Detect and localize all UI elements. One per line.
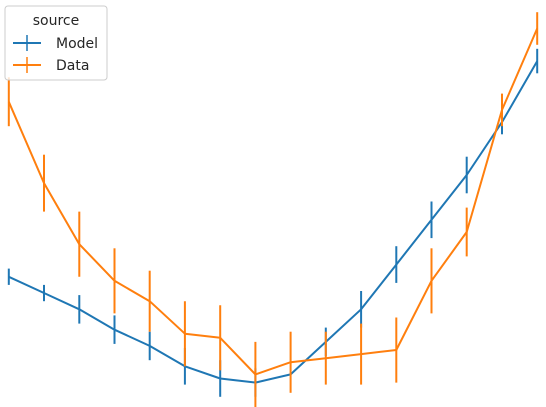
legend-title: source bbox=[33, 13, 80, 29]
legend: source Model Data bbox=[4, 5, 108, 81]
series-line-model bbox=[8, 60, 539, 384]
legend-entry-data: Data bbox=[13, 57, 89, 74]
legend-label-model: Model bbox=[56, 36, 98, 52]
legend-label-data: Data bbox=[56, 58, 89, 74]
plot-area bbox=[7, 12, 539, 407]
legend-box bbox=[4, 5, 108, 81]
legend-entry-model: Model bbox=[13, 35, 98, 52]
series-line-data bbox=[7, 28, 539, 376]
